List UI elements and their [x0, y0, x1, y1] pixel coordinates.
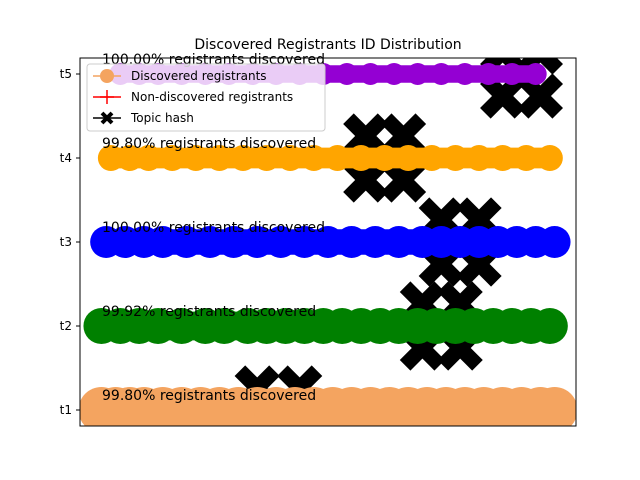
discovery-annotation: 99.80% registrants discovered [102, 388, 316, 404]
registrant-point [264, 226, 297, 258]
topic-hash-marker [418, 241, 464, 287]
registrant-point [312, 226, 344, 258]
registrant-point [194, 226, 226, 258]
topic-hash-marker [456, 197, 502, 243]
registrant-point [116, 145, 143, 171]
y-tick-label: t5 [60, 67, 72, 81]
registrant-point [406, 63, 429, 85]
topic-hash-marker [380, 157, 427, 203]
registrant-point [324, 145, 351, 171]
registrant-point [182, 145, 209, 171]
registrant-point [513, 145, 540, 171]
y-tick-label: t1 [60, 403, 72, 417]
registrant-point [359, 226, 392, 258]
topic-hash-marker [380, 113, 427, 159]
topic-hash-marker [517, 73, 564, 119]
discovery-annotation: 100.00% registrants discovered [102, 220, 325, 236]
topic-hash-marker [480, 73, 526, 119]
topic-hash-marker [517, 58, 564, 75]
registrant-point [335, 63, 358, 85]
registrant-point [531, 387, 576, 426]
registrant-point [538, 226, 571, 258]
registrant-point [253, 145, 280, 171]
registrant-point [217, 226, 250, 258]
registrant-point [395, 145, 422, 171]
registrant-point [359, 63, 382, 85]
legend: Discovered registrants Non-discovered re… [86, 63, 326, 132]
registrant-point [135, 145, 162, 171]
registrant-point [489, 145, 516, 171]
discovery-annotation: 99.92% registrants discovered [102, 304, 316, 320]
registrant-point [230, 145, 257, 171]
registrant-point [453, 63, 476, 85]
registrant-point [382, 226, 415, 258]
topic-hash-marker [343, 113, 389, 159]
topic-hash-marker [343, 157, 389, 203]
registrant-point [371, 145, 398, 171]
legend-label: Non-discovered registrants [131, 90, 293, 104]
legend-x-marker [100, 111, 114, 125]
registrant-point [146, 226, 179, 258]
registrant-point [501, 63, 524, 85]
legend-entry-topic-hash: Topic hash [93, 111, 194, 125]
registrant-point [206, 145, 233, 171]
registrant-point [524, 63, 547, 85]
registrant-point [170, 226, 203, 258]
registrant-point [531, 308, 568, 344]
registrant-point [335, 226, 368, 258]
legend-entry-discovered: Discovered registrants [93, 69, 267, 83]
y-axis: t1 t2 t3 t4 t5 [60, 67, 80, 417]
registrant-point [241, 226, 274, 258]
registrant-point [300, 145, 327, 171]
legend-frame [86, 63, 326, 132]
legend-label: Topic hash [130, 111, 194, 125]
registrant-point [430, 63, 453, 85]
registrant-point [97, 145, 124, 171]
topic-hash-marker [456, 241, 502, 287]
registrant-point [159, 145, 186, 171]
legend-circle-marker [100, 69, 114, 83]
registrant-point [477, 63, 500, 85]
y-tick-label: t2 [60, 319, 72, 333]
legend-entry-non-discovered: Non-discovered registrants [93, 90, 293, 104]
topic-hash-marker [418, 197, 464, 243]
registrant-point [442, 145, 469, 171]
discovery-annotation: 99.80% registrants discovered [102, 136, 316, 152]
chart-title: Discovered Registrants ID Distribution [194, 37, 461, 53]
registrant-point [348, 145, 375, 171]
registrant-point [383, 63, 406, 85]
registrant-point [288, 226, 321, 258]
y-tick-label: t3 [60, 235, 72, 249]
plot-area [80, 58, 576, 426]
y-tick-label: t4 [60, 151, 72, 165]
registrant-point [536, 145, 563, 171]
topic-hash-marker [480, 58, 526, 75]
registrant-point [418, 145, 445, 171]
registrant-point [466, 145, 493, 171]
legend-label: Discovered registrants [131, 69, 267, 83]
registrant-point [277, 145, 304, 171]
legend-plus-marker [100, 90, 114, 104]
